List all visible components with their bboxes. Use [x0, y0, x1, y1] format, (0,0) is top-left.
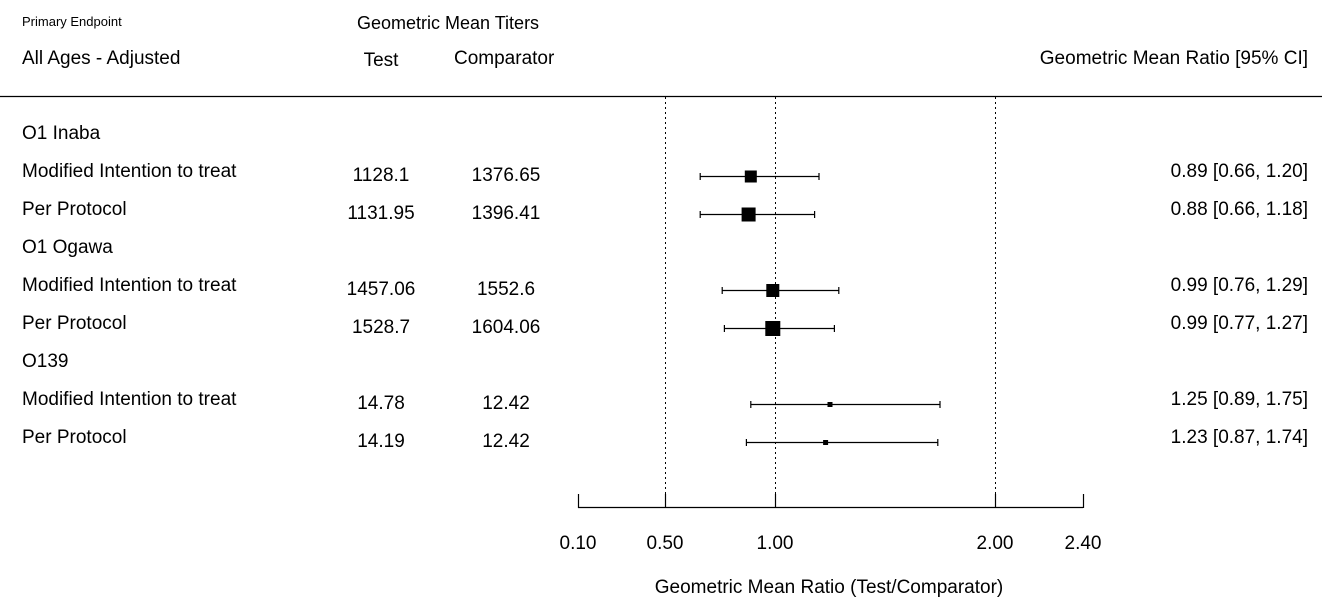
ci-text: 1.23 [0.87, 1.74] — [1170, 427, 1308, 448]
row-label: Per Protocol — [22, 427, 127, 448]
x-tick-label: 2.00 — [976, 533, 1014, 554]
header-gmr-label: Geometric Mean Ratio [95% CI] — [1039, 48, 1308, 69]
row-label: Per Protocol — [22, 313, 127, 334]
test-gmt: 14.19 — [357, 431, 405, 452]
ci-text: 0.99 [0.77, 1.27] — [1170, 313, 1308, 334]
header-population-label: All Ages - Adjusted — [22, 48, 181, 69]
point-estimate — [766, 284, 780, 297]
row-label: Modified Intention to treat — [22, 389, 237, 410]
point-estimate — [827, 402, 833, 407]
x-tick-label: 1.00 — [756, 533, 794, 554]
header-endpoint-label: Primary Endpoint — [22, 14, 122, 29]
x-tick-label: 0.10 — [559, 533, 597, 554]
x-tick-label: 0.50 — [646, 533, 684, 554]
ci-text: 1.25 [0.89, 1.75] — [1170, 389, 1308, 410]
comparator-gmt: 1604.06 — [471, 317, 541, 338]
x-axis-label: Geometric Mean Ratio (Test/Comparator) — [654, 577, 1004, 598]
ci-text: 0.88 [0.66, 1.18] — [1170, 199, 1308, 220]
row-label: Modified Intention to treat — [22, 161, 237, 182]
comparator-gmt: 1552.6 — [476, 279, 536, 300]
group-label: O1 Inaba — [22, 123, 101, 144]
point-estimate — [765, 321, 781, 336]
header-gmt-label: Geometric Mean Titers — [357, 13, 540, 33]
row-label: Modified Intention to treat — [22, 275, 237, 296]
point-estimate — [823, 440, 829, 445]
test-gmt: 1131.95 — [347, 203, 415, 224]
comparator-gmt: 12.42 — [482, 431, 530, 452]
test-gmt: 1128.1 — [352, 165, 410, 186]
ci-text: 0.89 [0.66, 1.20] — [1170, 161, 1308, 182]
group-label: O139 — [22, 351, 69, 372]
test-gmt: 1528.7 — [351, 317, 411, 338]
header-test-label: Test — [363, 50, 399, 71]
row-label: Per Protocol — [22, 199, 127, 220]
header-comparator-label: Comparator — [454, 48, 555, 69]
test-gmt: 14.78 — [357, 393, 405, 414]
x-tick-label: 2.40 — [1064, 533, 1102, 554]
point-estimate — [741, 207, 756, 222]
comparator-gmt: 1396.41 — [471, 203, 541, 224]
comparator-gmt: 1376.65 — [471, 165, 541, 186]
test-gmt: 1457.06 — [346, 279, 416, 300]
comparator-gmt: 12.42 — [482, 393, 530, 414]
group-label: O1 Ogawa — [22, 237, 113, 258]
ci-text: 0.99 [0.76, 1.29] — [1170, 275, 1308, 296]
point-estimate — [744, 170, 757, 183]
